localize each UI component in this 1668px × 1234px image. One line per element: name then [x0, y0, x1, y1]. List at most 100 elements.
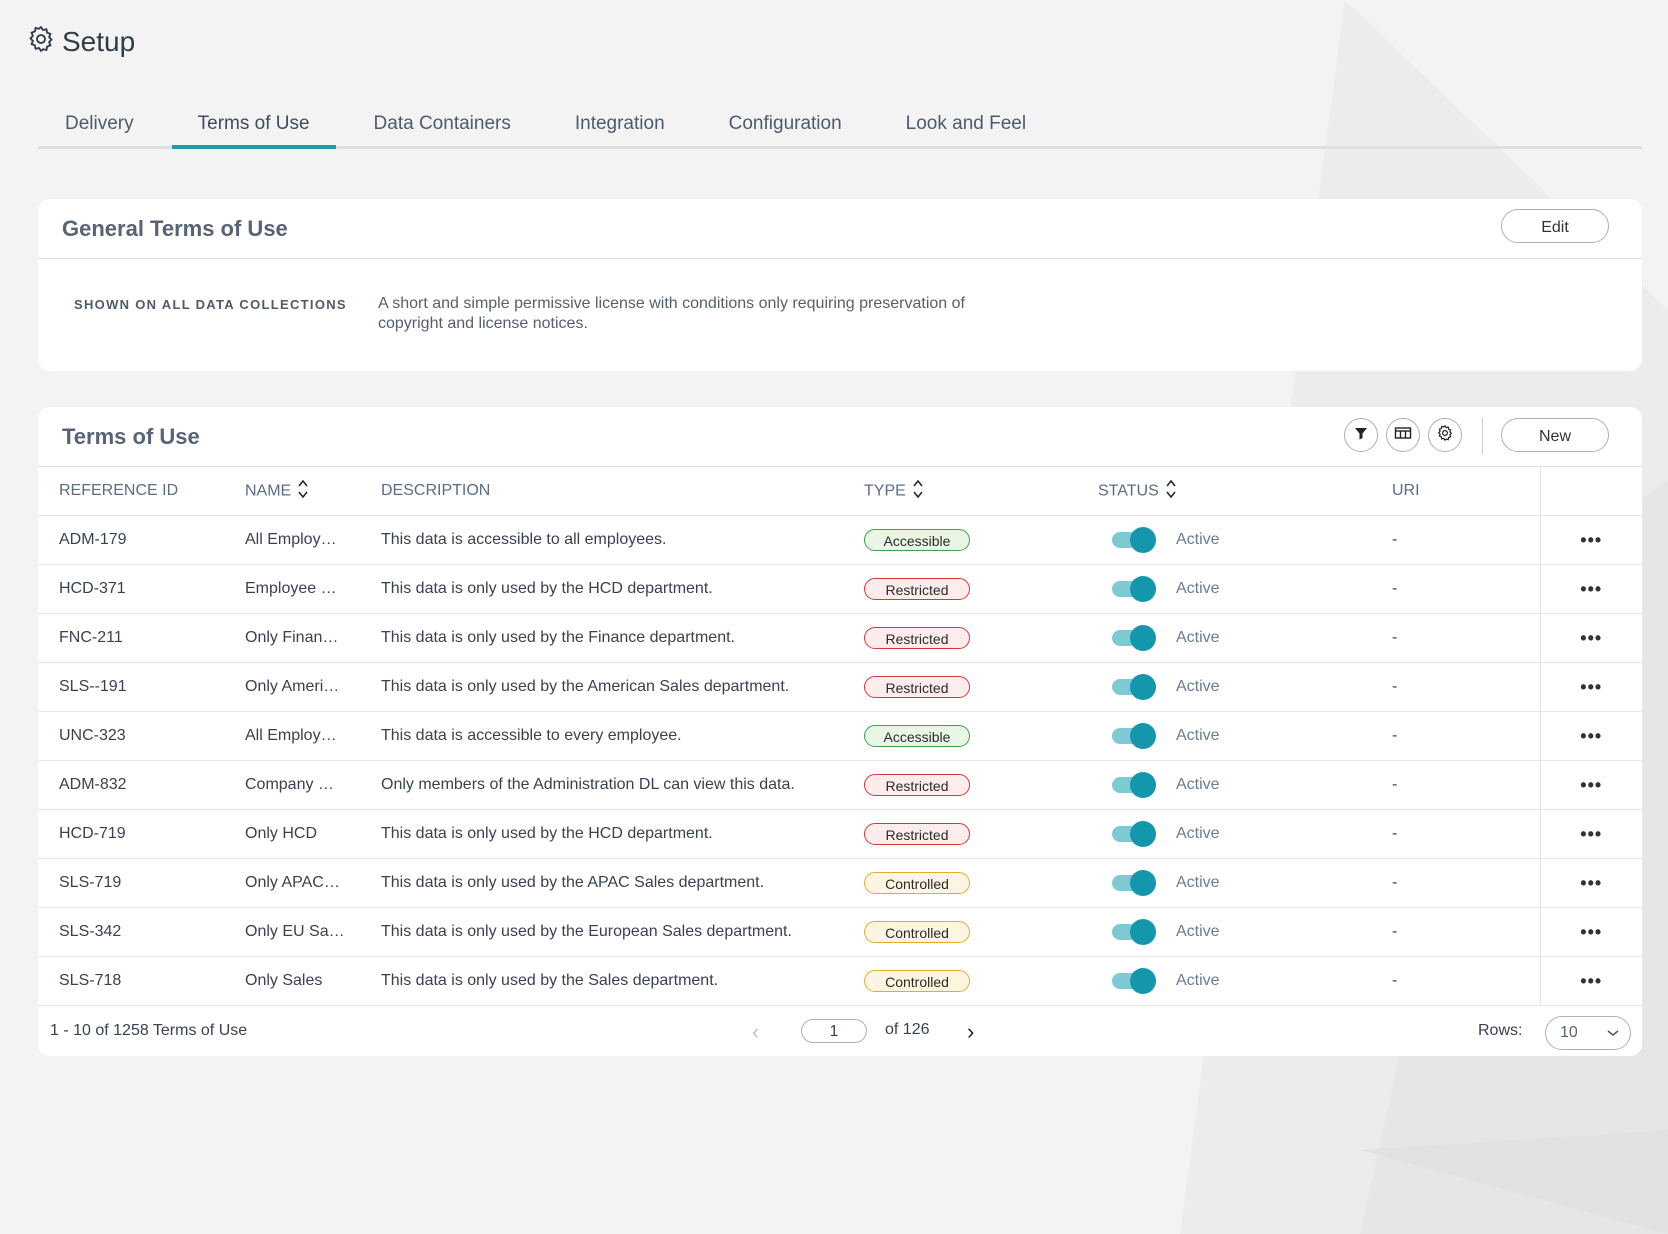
type-badge: Restricted	[864, 627, 970, 649]
cell-reference-id: SLS-718	[59, 956, 245, 1006]
cell-uri: -	[1392, 515, 1540, 565]
status-text: Active	[1176, 727, 1220, 744]
cell-status: Active	[1098, 907, 1392, 957]
terms-table-header: Terms of Use New	[38, 407, 1642, 467]
status-text: Active	[1176, 972, 1220, 989]
cell-description: This data is only used by the HCD depart…	[381, 564, 864, 614]
table-row: HCD-719 Only HCD This data is only used by…	[38, 809, 1642, 859]
type-badge: Restricted	[864, 774, 970, 796]
more-actions-icon[interactable]: •••	[1580, 970, 1603, 991]
table-row: SLS-342 Only EU Sa… This data is only used…	[38, 907, 1642, 957]
filter-icon	[1352, 424, 1370, 447]
cell-reference-id: ADM-179	[59, 515, 245, 565]
cell-name: All Employ…	[245, 515, 381, 565]
column-header-uri: URI	[1392, 467, 1540, 516]
more-actions-icon[interactable]: •••	[1580, 774, 1603, 795]
table-settings-button[interactable]	[1428, 418, 1462, 452]
cell-status: Active	[1098, 809, 1392, 859]
cell-reference-id: SLS--191	[59, 662, 245, 712]
status-text: Active	[1176, 776, 1220, 793]
sort-icon[interactable]	[1165, 478, 1177, 505]
sort-icon[interactable]	[912, 478, 924, 505]
cell-name: Only Ameri…	[245, 662, 381, 712]
more-actions-icon[interactable]: •••	[1580, 529, 1603, 550]
row-actions-cell: •••	[1539, 907, 1642, 957]
table-row: FNC-211 Only Finan… This data is only used…	[38, 613, 1642, 663]
cell-uri: -	[1392, 809, 1540, 859]
tab-integration[interactable]: Integration	[574, 113, 665, 134]
prev-page-icon[interactable]: ‹	[752, 1019, 760, 1044]
general-terms-text: A short and simple permissive license wi…	[378, 295, 965, 332]
status-toggle[interactable]	[1110, 968, 1156, 994]
cell-type: Controlled	[864, 907, 1098, 957]
status-toggle[interactable]	[1110, 821, 1156, 847]
cell-reference-id: HCD-719	[59, 809, 245, 859]
column-header-type[interactable]: TYPE	[864, 467, 1098, 516]
status-text: Active	[1176, 874, 1220, 891]
filter-button[interactable]	[1344, 418, 1378, 452]
cell-description: This data is only used by the HCD depart…	[381, 809, 864, 859]
cell-name: Only EU Sa…	[245, 907, 381, 957]
more-actions-icon[interactable]: •••	[1580, 627, 1603, 648]
status-toggle[interactable]	[1110, 870, 1156, 896]
cell-status: Active	[1098, 711, 1392, 761]
more-actions-icon[interactable]: •••	[1580, 578, 1603, 599]
row-actions-cell: •••	[1539, 515, 1642, 565]
cell-uri: -	[1392, 760, 1540, 810]
row-actions-cell: •••	[1539, 760, 1642, 810]
type-badge: Controlled	[864, 921, 970, 943]
cell-name: All Employ…	[245, 711, 381, 761]
more-actions-icon[interactable]: •••	[1580, 676, 1603, 697]
gear-icon	[1436, 424, 1454, 447]
more-actions-icon[interactable]: •••	[1580, 725, 1603, 746]
status-toggle[interactable]	[1110, 674, 1156, 700]
type-badge: Accessible	[864, 725, 970, 747]
row-actions-cell: •••	[1539, 809, 1642, 859]
type-badge: Controlled	[864, 970, 970, 992]
status-toggle[interactable]	[1110, 576, 1156, 602]
table-row: ADM-832 Company … Only members of the Admi…	[38, 760, 1642, 810]
more-actions-icon[interactable]: •••	[1580, 921, 1603, 942]
cell-type: Controlled	[864, 858, 1098, 908]
columns-button[interactable]	[1386, 418, 1420, 452]
column-header-status[interactable]: STATUS	[1098, 467, 1392, 516]
tab-data-containers[interactable]: Data Containers	[373, 113, 511, 134]
cell-name: Only APAC…	[245, 858, 381, 908]
tab-configuration[interactable]: Configuration	[728, 113, 842, 134]
general-terms-header: General Terms of Use Edit	[38, 199, 1642, 259]
column-header-description: DESCRIPTION	[381, 467, 864, 516]
page-number-input[interactable]: 1	[801, 1019, 867, 1043]
cell-name: Company …	[245, 760, 381, 810]
tab-terms-of-use[interactable]: Terms of Use	[171, 104, 336, 149]
status-toggle[interactable]	[1110, 772, 1156, 798]
cell-type: Restricted	[864, 809, 1098, 859]
pagination-range: 1 - 10 of 1258 Terms of Use	[50, 1022, 248, 1039]
status-toggle[interactable]	[1110, 625, 1156, 651]
new-button[interactable]: New	[1501, 418, 1609, 452]
cell-uri: -	[1392, 858, 1540, 908]
cell-name: Only Sales	[245, 956, 381, 1006]
more-actions-icon[interactable]: •••	[1580, 872, 1603, 893]
next-page-icon[interactable]: ›	[967, 1019, 975, 1044]
table-row: UNC-323 All Employ… This data is accessibl…	[38, 711, 1642, 761]
cell-type: Restricted	[864, 613, 1098, 663]
page-header: Setup	[26, 24, 135, 59]
tab-delivery[interactable]: Delivery	[65, 113, 134, 134]
status-toggle[interactable]	[1110, 527, 1156, 553]
cell-type: Accessible	[864, 711, 1098, 761]
cell-type: Restricted	[864, 564, 1098, 614]
status-text: Active	[1176, 531, 1220, 548]
cell-reference-id: UNC-323	[59, 711, 245, 761]
column-header-name[interactable]: NAME	[245, 467, 381, 516]
tab-look-and-feel[interactable]: Look and Feel	[905, 113, 1027, 134]
status-toggle[interactable]	[1110, 723, 1156, 749]
rows-label: Rows:	[1478, 1022, 1523, 1039]
edit-button[interactable]: Edit	[1501, 209, 1609, 243]
table-header-row: REFERENCE ID NAME DESCRIPTION TYPE STATU…	[38, 467, 1642, 516]
cell-type: Restricted	[864, 662, 1098, 712]
more-actions-icon[interactable]: •••	[1580, 823, 1603, 844]
rows-per-page-select[interactable]: 10	[1545, 1016, 1631, 1050]
status-toggle[interactable]	[1110, 919, 1156, 945]
cell-uri: -	[1392, 711, 1540, 761]
sort-icon[interactable]	[297, 478, 309, 505]
